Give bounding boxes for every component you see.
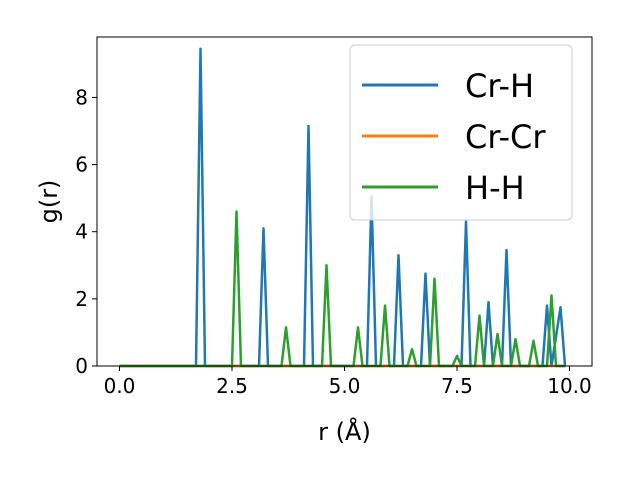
x-tick-label: 10.0 <box>547 374 592 398</box>
y-tick-label: 4 <box>75 220 88 244</box>
x-axis-title: r (Å) <box>318 417 371 446</box>
y-axis-title: g(r) <box>35 180 63 224</box>
y-tick-label: 6 <box>75 153 88 177</box>
legend-label-h-h: H-H <box>465 169 525 207</box>
y-axis: 0 2 4 6 8 <box>75 85 97 378</box>
y-tick-label: 8 <box>75 85 88 109</box>
y-tick-label: 0 <box>75 354 88 378</box>
x-tick-label: 7.5 <box>441 374 473 398</box>
legend-label-cr-cr: Cr-Cr <box>465 118 546 156</box>
x-tick-label: 2.5 <box>216 374 248 398</box>
legend: Cr-H Cr-Cr H-H <box>349 44 573 221</box>
x-axis: 0.0 2.5 5.0 7.5 10.0 <box>104 366 592 398</box>
legend-label-cr-h: Cr-H <box>465 67 534 105</box>
legend-frame <box>349 44 573 221</box>
y-tick-label: 2 <box>75 287 88 311</box>
x-tick-label: 0.0 <box>104 374 136 398</box>
x-tick-label: 5.0 <box>329 374 361 398</box>
